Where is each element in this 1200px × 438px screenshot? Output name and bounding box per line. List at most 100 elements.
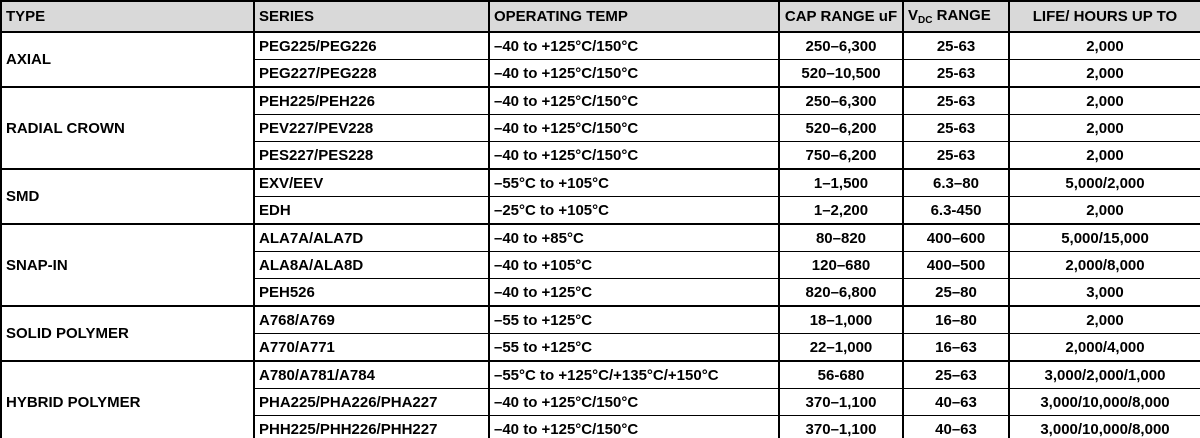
type-cell: HYBRID POLYMER <box>0 360 255 438</box>
life-cell: 2,000 <box>1008 196 1200 224</box>
table-row: AXIAL PEG225/PEG226 –40 to +125°C/150°C 250… <box>0 31 1200 87</box>
cap-cell: 820–6,800 <box>778 278 904 306</box>
table-row: ALA8A/ALA8D –40 to +105°C 120–680 400–500 2,… <box>1 251 1200 279</box>
life-cell: 2,000 <box>1008 305 1200 334</box>
series-cell: PEG227/PEG228 <box>253 59 490 87</box>
series-cell: A768/A769 <box>253 305 490 334</box>
table-body: AXIAL PEG225/PEG226 –40 to +125°C/150°C 250… <box>0 31 1200 438</box>
table-row: SOLID POLYMER A768/A769 –55 to +125°C 18–1,… <box>0 305 1200 361</box>
series-cell: PEG225/PEG226 <box>253 31 490 60</box>
vdc-cell: 6.3-450 <box>902 196 1010 224</box>
type-label: SNAP-IN <box>6 256 68 274</box>
cap-cell: 520–6,200 <box>778 114 904 142</box>
table-row: PEG227/PEG228 –40 to +125°C/150°C 520–10,5… <box>1 59 1200 87</box>
series-cell: PES227/PES228 <box>253 141 490 169</box>
table-row: HYBRID POLYMER A780/A781/A784 –55°C to +12… <box>0 360 1200 438</box>
table-row: PEV227/PEV228 –40 to +125°C/150°C 520–6,20… <box>1 114 1200 142</box>
type-label: SOLID POLYMER <box>6 325 129 342</box>
vdc-cell: 6.3–80 <box>902 168 1010 197</box>
cap-cell: 370–1,100 <box>778 415 904 438</box>
cap-cell: 1–1,500 <box>778 168 904 197</box>
type-cell: SOLID POLYMER <box>0 305 255 361</box>
type-cell: RADIAL CROWN <box>0 86 255 169</box>
header-cap-range: CAP RANGE uF <box>778 0 904 33</box>
vdc-cell: 25-63 <box>902 141 1010 169</box>
temp-cell: –40 to +125°C/150°C <box>488 388 780 416</box>
cap-cell: 1–2,200 <box>778 196 904 224</box>
life-cell: 3,000/10,000/8,000 <box>1008 388 1200 416</box>
vdc-cell: 40–63 <box>902 415 1010 438</box>
life-cell: 5,000/15,000 <box>1008 223 1200 252</box>
table-row: RADIAL CROWN PEH225/PEH226 –40 to +125°C/1… <box>0 86 1200 169</box>
temp-cell: –40 to +85°C <box>488 223 780 252</box>
series-cell: EXV/EEV <box>253 168 490 197</box>
vdc-suffix: RANGE <box>932 7 991 24</box>
vdc-cell: 16–63 <box>902 333 1010 361</box>
header-life-hours: LIFE/ HOURS UP TO <box>1008 0 1200 33</box>
series-cell: ALA8A/ALA8D <box>253 251 490 279</box>
series-cell: A770/A771 <box>253 333 490 361</box>
header-operating-temp: OPERATING TEMP <box>488 0 780 33</box>
temp-cell: –40 to +125°C <box>488 278 780 306</box>
series-cell: PHH225/PHH226/PHH227 <box>253 415 490 438</box>
type-label: RADIAL CROWN <box>6 119 125 137</box>
series-cell: PHA225/PHA226/PHA227 <box>253 388 490 416</box>
series-cell: ALA7A/ALA7D <box>253 223 490 252</box>
cap-cell: 750–6,200 <box>778 141 904 169</box>
cap-cell: 250–6,300 <box>778 86 904 115</box>
temp-cell: –25°C to +105°C <box>488 196 780 224</box>
cap-cell: 22–1,000 <box>778 333 904 361</box>
life-cell: 3,000/2,000/1,000 <box>1008 360 1200 389</box>
type-label: HYBRID POLYMER <box>6 393 141 411</box>
temp-cell: –40 to +125°C/150°C <box>488 31 780 60</box>
type-label: AXIAL <box>6 51 51 68</box>
vdc-cell: 25-63 <box>902 31 1010 60</box>
header-vdc-range: VDC RANGE <box>902 0 1010 33</box>
series-cell: PEH225/PEH226 <box>253 86 490 115</box>
temp-cell: –55 to +125°C <box>488 305 780 334</box>
life-cell: 3,000/10,000/8,000 <box>1008 415 1200 438</box>
header-series: SERIES <box>253 0 490 33</box>
life-cell: 5,000/2,000 <box>1008 168 1200 197</box>
life-cell: 3,000 <box>1008 278 1200 306</box>
table-row: PHA225/PHA226/PHA227 –40 to +125°C/150°C 3… <box>1 388 1200 416</box>
vdc-cell: 25-63 <box>902 114 1010 142</box>
type-cell: SMD <box>0 168 255 224</box>
series-cell: A780/A781/A784 <box>253 360 490 389</box>
vdc-prefix: V <box>908 7 919 24</box>
type-cell: SNAP-IN <box>0 223 255 306</box>
vdc-cell: 400–500 <box>902 251 1010 279</box>
temp-cell: –40 to +125°C/150°C <box>488 86 780 115</box>
temp-cell: –40 to +105°C <box>488 251 780 279</box>
table-row: EDH –25°C to +105°C 1–2,200 6.3-450 2,000 <box>1 196 1200 224</box>
series-cell: PEH526 <box>253 278 490 306</box>
life-cell: 2,000 <box>1008 59 1200 87</box>
temp-cell: –40 to +125°C/150°C <box>488 59 780 87</box>
cap-cell: 80–820 <box>778 223 904 252</box>
life-cell: 2,000 <box>1008 31 1200 60</box>
table-row: PES227/PES228 –40 to +125°C/150°C 750–6,20… <box>1 141 1200 169</box>
type-label: SMD <box>6 188 40 205</box>
table-row: SNAP-IN ALA7A/ALA7D –40 to +85°C 80–820 400–… <box>0 223 1200 306</box>
temp-cell: –40 to +125°C/150°C <box>488 415 780 438</box>
vdc-cell: 40–63 <box>902 388 1010 416</box>
life-cell: 2,000/4,000 <box>1008 333 1200 361</box>
life-cell: 2,000 <box>1008 114 1200 142</box>
vdc-cell: 400–600 <box>902 223 1010 252</box>
temp-cell: –40 to +125°C/150°C <box>488 114 780 142</box>
vdc-cell: 25-63 <box>902 59 1010 87</box>
temp-cell: –55°C to +105°C <box>488 168 780 197</box>
table-row: PEH526 –40 to +125°C 820–6,800 25–80 3,000 <box>1 278 1200 306</box>
life-cell: 2,000 <box>1008 86 1200 115</box>
vdc-cell: 16–80 <box>902 305 1010 334</box>
life-cell: 2,000/8,000 <box>1008 251 1200 279</box>
temp-cell: –55°C to +125°C/+135°C/+150°C <box>488 360 780 389</box>
vdc-cell: 25–63 <box>902 360 1010 389</box>
series-cell: PEV227/PEV228 <box>253 114 490 142</box>
cap-cell: 520–10,500 <box>778 59 904 87</box>
vdc-subscript: DC <box>918 15 933 26</box>
cap-cell: 120–680 <box>778 251 904 279</box>
vdc-cell: 25–80 <box>902 278 1010 306</box>
